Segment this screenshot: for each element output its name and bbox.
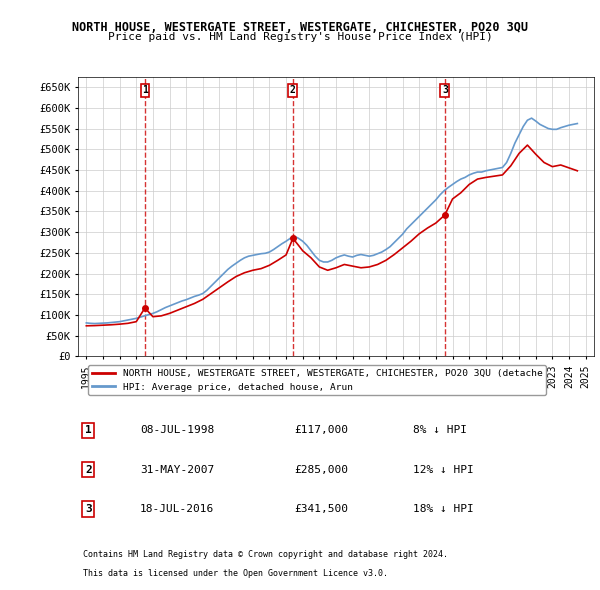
Text: 1: 1 <box>142 85 148 95</box>
Text: NORTH HOUSE, WESTERGATE STREET, WESTERGATE, CHICHESTER, PO20 3QU: NORTH HOUSE, WESTERGATE STREET, WESTERGA… <box>72 21 528 34</box>
Text: Price paid vs. HM Land Registry's House Price Index (HPI): Price paid vs. HM Land Registry's House … <box>107 32 493 42</box>
Text: 18-JUL-2016: 18-JUL-2016 <box>140 504 214 514</box>
Text: 18% ↓ HPI: 18% ↓ HPI <box>413 504 474 514</box>
Text: 8% ↓ HPI: 8% ↓ HPI <box>413 425 467 435</box>
Text: 1: 1 <box>85 425 92 435</box>
Text: 2: 2 <box>290 85 296 95</box>
Text: 2: 2 <box>85 465 92 475</box>
Text: 3: 3 <box>442 85 448 95</box>
Text: Contains HM Land Registry data © Crown copyright and database right 2024.: Contains HM Land Registry data © Crown c… <box>83 550 448 559</box>
Legend: NORTH HOUSE, WESTERGATE STREET, WESTERGATE, CHICHESTER, PO20 3QU (detache, HPI: : NORTH HOUSE, WESTERGATE STREET, WESTERGA… <box>88 365 547 395</box>
Text: This data is licensed under the Open Government Licence v3.0.: This data is licensed under the Open Gov… <box>83 569 388 578</box>
Text: 08-JUL-1998: 08-JUL-1998 <box>140 425 214 435</box>
Text: 3: 3 <box>85 504 92 514</box>
Text: £341,500: £341,500 <box>295 504 349 514</box>
Text: 31-MAY-2007: 31-MAY-2007 <box>140 465 214 475</box>
Text: £285,000: £285,000 <box>295 465 349 475</box>
Text: 12% ↓ HPI: 12% ↓ HPI <box>413 465 474 475</box>
Text: £117,000: £117,000 <box>295 425 349 435</box>
